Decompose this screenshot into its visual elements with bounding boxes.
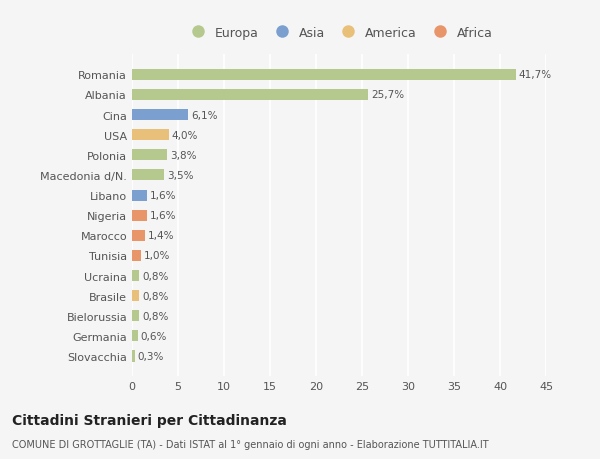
Bar: [132, 250, 141, 262]
Text: 41,7%: 41,7%: [518, 70, 551, 80]
Text: 0,8%: 0,8%: [142, 311, 169, 321]
Text: 1,6%: 1,6%: [149, 190, 176, 201]
Bar: [132, 270, 139, 281]
Text: 0,3%: 0,3%: [137, 351, 164, 361]
Bar: [132, 70, 515, 81]
Bar: [132, 291, 139, 302]
Text: COMUNE DI GROTTAGLIE (TA) - Dati ISTAT al 1° gennaio di ogni anno - Elaborazione: COMUNE DI GROTTAGLIE (TA) - Dati ISTAT a…: [12, 440, 488, 449]
Text: 6,1%: 6,1%: [191, 110, 217, 120]
Bar: [132, 110, 188, 121]
Text: 1,4%: 1,4%: [148, 231, 174, 241]
Bar: [132, 351, 135, 362]
Text: Cittadini Stranieri per Cittadinanza: Cittadini Stranieri per Cittadinanza: [12, 414, 287, 428]
Text: 0,8%: 0,8%: [142, 291, 169, 301]
Bar: [132, 150, 167, 161]
Bar: [132, 130, 169, 141]
Text: 1,0%: 1,0%: [144, 251, 170, 261]
Bar: [132, 330, 137, 341]
Text: 3,8%: 3,8%: [170, 151, 196, 161]
Bar: [132, 210, 147, 221]
Bar: [132, 230, 145, 241]
Bar: [132, 170, 164, 181]
Bar: [132, 190, 147, 201]
Text: 0,6%: 0,6%: [140, 331, 167, 341]
Text: 4,0%: 4,0%: [172, 130, 198, 140]
Text: 25,7%: 25,7%: [371, 90, 404, 100]
Text: 3,5%: 3,5%: [167, 171, 193, 180]
Bar: [132, 90, 368, 101]
Bar: [132, 311, 139, 322]
Text: 1,6%: 1,6%: [149, 211, 176, 221]
Text: 0,8%: 0,8%: [142, 271, 169, 281]
Legend: Europa, Asia, America, Africa: Europa, Asia, America, Africa: [181, 23, 497, 43]
